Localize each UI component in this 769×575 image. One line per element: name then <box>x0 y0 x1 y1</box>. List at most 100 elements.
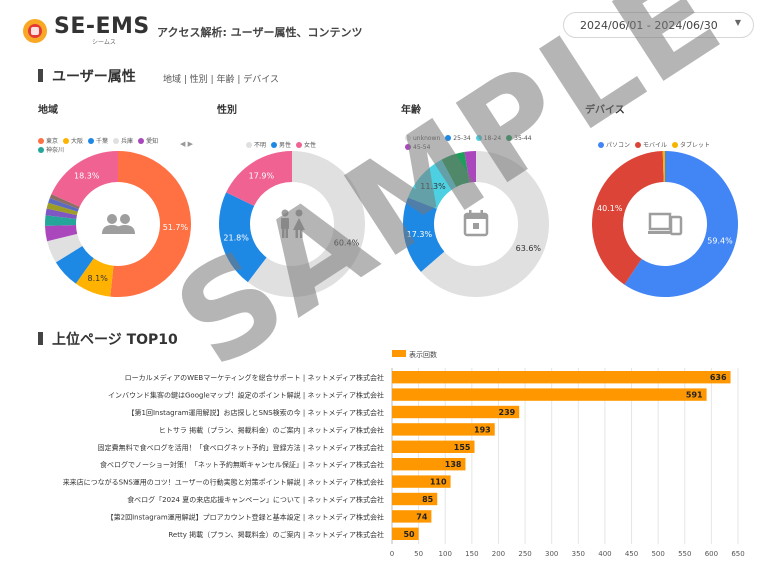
donut-slice <box>55 246 94 284</box>
legend-age: unknown 25-34 18-24 35-44 45-54 <box>405 134 555 152</box>
slice-label: 11.3% <box>420 182 446 191</box>
category-label: 食べログ「2024 夏の来店応援キャンペーン」について | ネットメディア株式会… <box>127 495 384 504</box>
legend-swatch <box>506 135 513 141</box>
slice-label: 40.1% <box>597 204 623 213</box>
legend-item: 不明 <box>246 141 266 150</box>
donut-slice <box>75 258 114 297</box>
legend-swatch <box>88 138 95 144</box>
date-range-value: 2024/06/01 - 2024/06/30 <box>580 19 718 32</box>
legend-label: 兵庫 <box>121 138 134 145</box>
donut-slice <box>592 151 664 285</box>
legend-swatch <box>296 142 303 148</box>
category-label: 固定費無料で食べログを活用！「食べログネット予約」登録方法 | ネットメディア株… <box>98 443 384 452</box>
legend-gender: 不明 男性 女性 <box>246 141 386 150</box>
chevron-down-icon: ▼ <box>734 18 741 27</box>
category-label: 【第1回Instagram運用解説】お店探しとSNS検索の今 | ネットメディア… <box>127 408 384 417</box>
legend-swatch <box>113 138 120 144</box>
legend-label: 18-24 <box>483 135 502 142</box>
legend-label: 35-44 <box>514 135 532 142</box>
bar <box>392 405 520 419</box>
donut-slice <box>110 151 191 297</box>
date-range-picker[interactable]: 2024/06/01 - 2024/06/30 ▼ <box>563 12 754 38</box>
x-tick-label: 550 <box>678 550 691 558</box>
legend-item: 18-24 <box>475 134 502 143</box>
slice-label: 17.3% <box>407 230 433 239</box>
legend-swatch <box>405 144 411 150</box>
legend-swatch <box>635 142 642 148</box>
slice-label: 59.4% <box>707 237 733 246</box>
legend-label: 大阪 <box>71 138 84 145</box>
donut-slice <box>247 151 365 297</box>
category-label: ローカルメディアのWEBマーケティングを総合サポート | ネットメディア株式会社 <box>125 373 384 382</box>
legend-item: 25-34 <box>445 134 471 143</box>
slice-label: 63.6% <box>516 244 542 253</box>
gender-icon <box>281 209 305 238</box>
x-tick-label: 250 <box>518 550 531 558</box>
category-label: 来来店につながるSNS運用のコツ！ユーザーの行動実態と対策ポイント解説 | ネッ… <box>63 478 384 487</box>
donut-slice <box>407 159 457 209</box>
chart-title-gender: 性別 <box>217 105 237 116</box>
bar-value-label: 85 <box>422 495 434 504</box>
bar-value-label: 74 <box>416 512 428 521</box>
x-tick-label: 150 <box>465 550 478 558</box>
legend-swatch <box>405 135 411 141</box>
donut-slice <box>49 194 80 210</box>
legend-label: 千葉 <box>96 138 109 145</box>
category-label: 食べログでノーショー対策！「ネット予約無断キャンセル保証」| ネットメディア株式… <box>100 460 384 469</box>
devices-icon <box>648 212 683 236</box>
legend-swatch <box>672 142 679 148</box>
chart-title-device: デバイス <box>585 105 625 116</box>
legend-item: unknown <box>405 134 440 143</box>
bar <box>392 458 466 471</box>
bar <box>392 388 707 401</box>
bar-value-label: 636 <box>710 373 727 382</box>
slice-label: 21.8% <box>223 233 249 242</box>
bar-chart-top-pages: 表示回数 0 50 100 150 200 250 300 350 400 450 500 550 600… <box>63 350 745 558</box>
bar-value-label: 138 <box>445 460 462 469</box>
legend-pager-icon[interactable]: ◀ ▶ <box>180 140 193 148</box>
calendar-icon <box>463 210 489 237</box>
legend-item: 男性 <box>271 141 291 150</box>
bar <box>392 371 731 384</box>
legend-label: 愛知 <box>146 138 159 145</box>
slice-label: 8.1% <box>88 274 109 283</box>
legend-swatch <box>271 142 278 148</box>
legend-swatch <box>138 138 145 144</box>
legend-item: 神奈川 <box>38 146 64 155</box>
category-label: インバウンド集客の鍵はGoogleマップ！設定のポイント解説 | ネットメディア… <box>108 391 384 400</box>
donut-slice <box>46 202 78 216</box>
legend-swatch <box>598 142 604 148</box>
legend-item: 千葉 <box>88 137 108 146</box>
x-tick-label: 450 <box>625 550 638 558</box>
slice-label: 17.9% <box>249 171 275 180</box>
x-tick-label: 650 <box>731 550 744 558</box>
legend-region: 東京 大阪 千葉 兵庫 愛知神奈川 <box>38 137 168 155</box>
legend-swatch <box>475 135 482 141</box>
bar-value-label: 239 <box>499 408 516 417</box>
x-tick-label: 300 <box>545 550 558 558</box>
donut-slice <box>226 151 292 206</box>
filter-links[interactable]: 地域 | 性別 | 年齢 | デバイス <box>163 75 279 85</box>
bar-value-label: 591 <box>686 391 703 400</box>
logo-subtitle: シームス <box>92 39 116 46</box>
x-tick-label: 500 <box>651 550 664 558</box>
category-label: Retty 掲載（プラン、掲載料金）のご案内 | ネットメディア株式会社 <box>168 530 384 539</box>
legend-item: パソコン <box>598 141 630 150</box>
legend-label: パソコン <box>606 142 631 149</box>
legend-item: タブレット <box>672 141 710 150</box>
legend-item: 東京 <box>38 137 58 146</box>
bar <box>392 527 419 540</box>
x-tick-label: 400 <box>598 550 611 558</box>
donut-slice <box>45 225 78 242</box>
bar-value-label: 193 <box>474 425 491 434</box>
donut-slice <box>51 151 118 207</box>
donut-slice <box>420 151 549 297</box>
legend-label: タブレット <box>680 142 711 149</box>
donut-slice <box>624 151 738 297</box>
legend-swatch <box>38 147 44 153</box>
legend-item: 女性 <box>296 141 316 150</box>
user-section-title: ユーザー属性 <box>38 66 136 86</box>
donut-slice <box>464 151 476 183</box>
section-bar <box>38 332 43 345</box>
donut-slice <box>45 215 77 226</box>
